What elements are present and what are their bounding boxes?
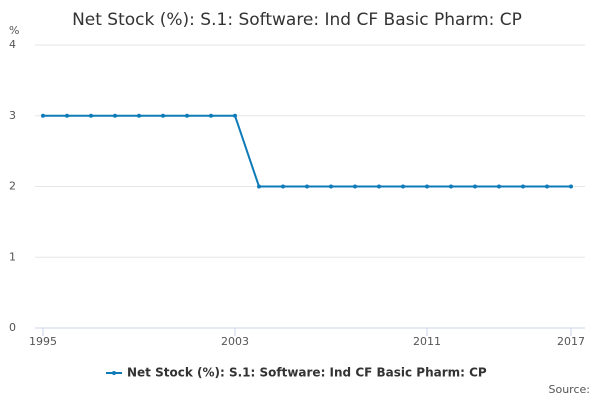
point <box>425 184 429 189</box>
point <box>449 184 453 189</box>
legend-marker <box>112 371 116 375</box>
point <box>281 184 285 189</box>
point <box>377 184 381 189</box>
point <box>569 184 573 189</box>
point <box>401 184 405 189</box>
point <box>473 184 477 189</box>
point <box>257 184 261 189</box>
point <box>353 184 357 189</box>
point <box>545 184 549 189</box>
point <box>185 113 189 118</box>
x-tick-label: 2017 <box>557 335 585 348</box>
point <box>41 113 45 118</box>
source: Source: <box>549 383 591 396</box>
y-tick-label: 4 <box>9 38 16 51</box>
point <box>89 113 93 118</box>
x-tick-label: 1995 <box>29 335 57 348</box>
y-tick-label: 2 <box>9 180 16 193</box>
point <box>65 113 69 118</box>
point <box>209 113 213 118</box>
x-tick-label: 2003 <box>221 335 249 348</box>
point <box>137 113 141 118</box>
legend-label: Net Stock (%): S.1: Software: Ind CF Bas… <box>127 366 487 380</box>
y-tick-label: 3 <box>9 109 16 122</box>
y-tick-label: 0 <box>9 321 16 334</box>
point <box>497 184 501 189</box>
point <box>305 184 309 189</box>
point <box>521 184 525 189</box>
chart-title: Net Stock (%): S.1: Software: Ind CF Bas… <box>72 10 522 30</box>
point <box>329 184 333 189</box>
y-tick-label: 1 <box>9 250 16 263</box>
y-unit: % <box>9 24 19 37</box>
x-tick-label: 2011 <box>413 335 441 348</box>
point <box>113 113 117 118</box>
line <box>43 114 571 188</box>
point <box>161 113 165 118</box>
point <box>233 113 237 118</box>
